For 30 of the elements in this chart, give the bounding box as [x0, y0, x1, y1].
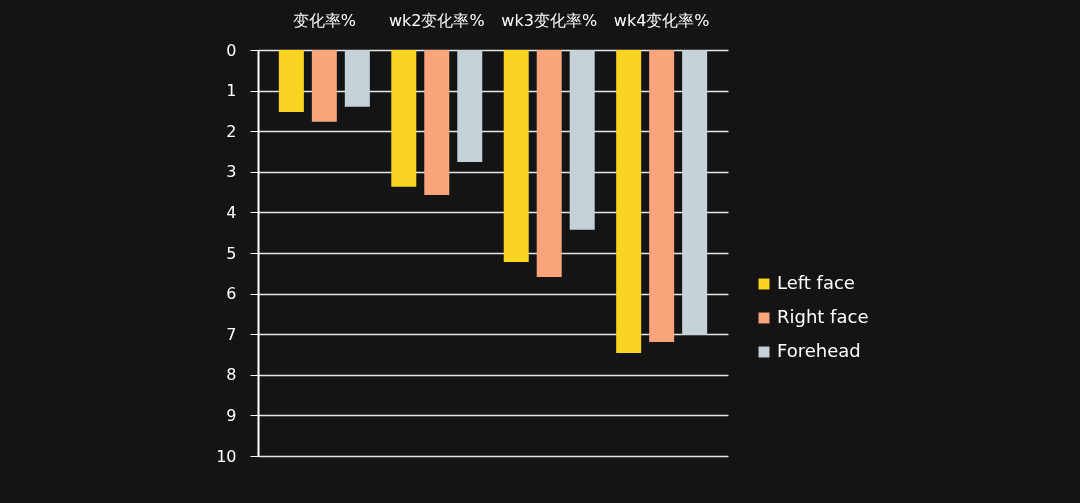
- bar: [503, 50, 529, 262]
- bar: [311, 50, 337, 122]
- legend-label: Right face: [777, 306, 869, 327]
- y-tick-label: 9: [226, 405, 237, 425]
- bar: [278, 50, 304, 113]
- bar: [457, 50, 483, 163]
- x-tick-label: wk3变化率%: [501, 10, 598, 30]
- bar: [616, 50, 642, 353]
- legend-label: Forehead: [777, 340, 861, 361]
- legend-label: Left face: [777, 272, 855, 293]
- bar: [344, 50, 370, 107]
- y-tick-label: 2: [226, 121, 237, 141]
- y-tick-label: 3: [226, 162, 237, 182]
- y-tick-label: 7: [226, 324, 237, 344]
- bar: [682, 50, 708, 336]
- bar: [649, 50, 675, 342]
- y-tick-label: 4: [226, 202, 237, 222]
- x-tick-label: wk4变化率%: [613, 10, 710, 30]
- y-tick-label: 10: [216, 446, 237, 466]
- bar: [391, 50, 417, 187]
- x-tick-label: wk2变化率%: [388, 10, 485, 30]
- bar: [424, 50, 450, 195]
- bar: [569, 50, 595, 230]
- y-tick-label: 6: [226, 284, 237, 304]
- x-tick-label: 变化率%: [292, 10, 356, 30]
- y-tick-label: 1: [226, 81, 237, 101]
- y-tick-label: 5: [226, 243, 237, 263]
- bar: [536, 50, 562, 277]
- y-tick-label: 0: [226, 40, 237, 60]
- y-tick-label: 8: [226, 365, 237, 385]
